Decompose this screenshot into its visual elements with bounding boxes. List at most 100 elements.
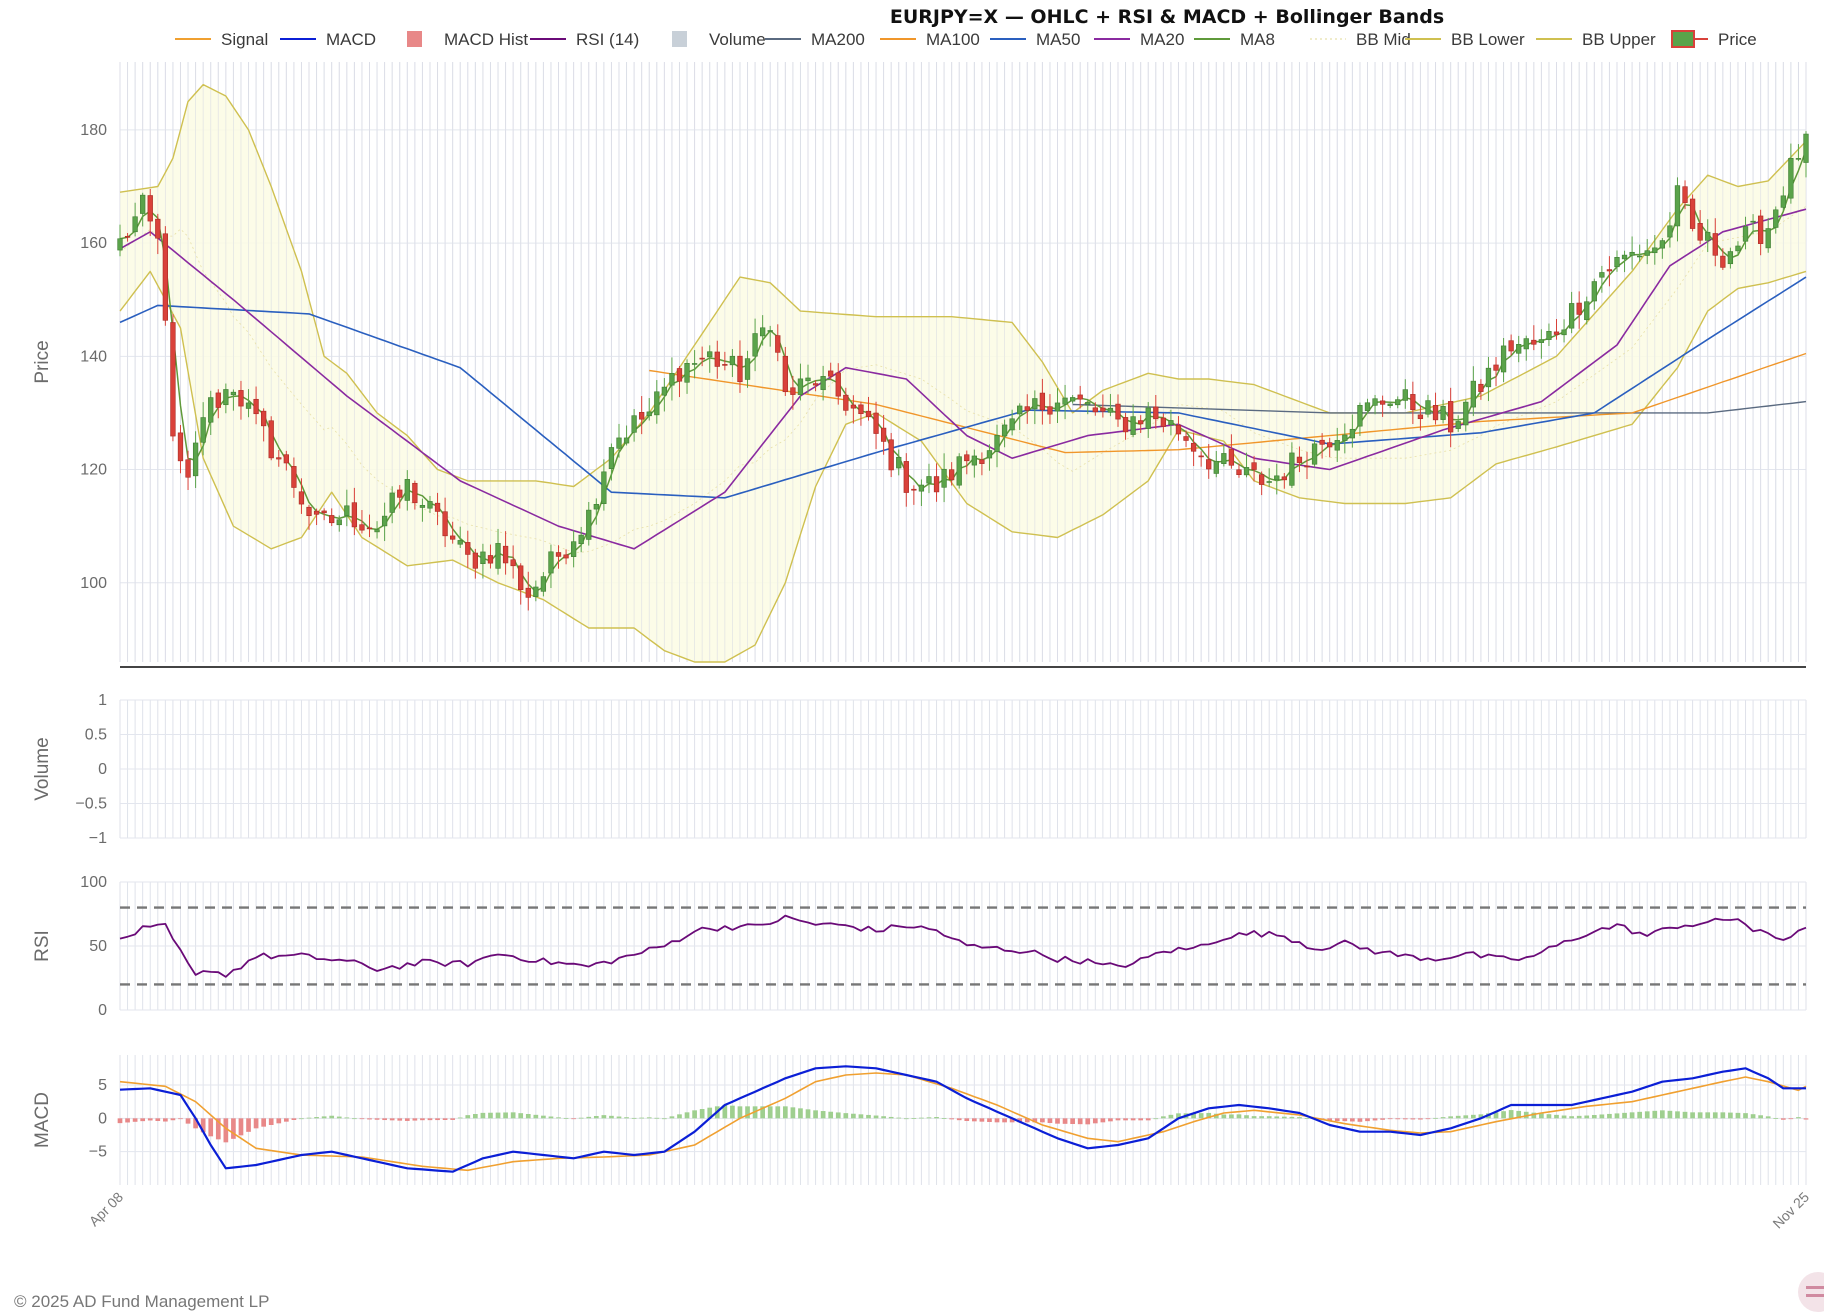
macd-hist-bar: [1546, 1114, 1552, 1119]
candle: [1780, 186, 1786, 211]
candle-body: [1712, 233, 1718, 256]
candle-body: [1606, 269, 1613, 272]
candle: [1092, 402, 1098, 416]
candle: [1493, 356, 1499, 387]
macd-hist-bar: [684, 1112, 690, 1119]
macd-hist-bar: [1697, 1112, 1703, 1119]
macd-hist-bar: [1244, 1115, 1249, 1119]
candle: [1516, 335, 1522, 363]
candle: [1561, 319, 1567, 343]
macd-hist-bar: [1062, 1118, 1068, 1124]
macd-hist-bar: [1342, 1118, 1348, 1122]
candle-body: [646, 411, 652, 417]
candle: [533, 580, 539, 602]
macd-hist-bar: [1637, 1111, 1643, 1119]
y-tick-label: 50: [89, 938, 107, 955]
macd-hist-bar: [1032, 1118, 1038, 1123]
candle-body: [1206, 459, 1212, 470]
candle: [1629, 236, 1635, 270]
candle: [245, 389, 252, 418]
candle: [1705, 219, 1711, 253]
candle-body: [381, 515, 388, 527]
candle-body: [374, 529, 380, 533]
macd-hist-bar: [677, 1114, 682, 1119]
macd-hist-bar: [1501, 1111, 1506, 1119]
legend-item: MA200: [765, 30, 865, 49]
candle-body: [1523, 338, 1529, 350]
candle-body: [1470, 380, 1476, 408]
candle: [155, 213, 161, 255]
candle: [1712, 218, 1718, 267]
candle-body: [518, 565, 524, 591]
candle: [253, 386, 259, 425]
macd-hist-bar: [1554, 1114, 1559, 1119]
legend-item: Signal: [175, 30, 268, 49]
candle-body: [563, 554, 569, 559]
macd-hist-bar: [246, 1118, 251, 1132]
ma200-line: [1072, 400, 1807, 414]
macd-hist-bar: [1161, 1116, 1166, 1119]
candle: [865, 396, 872, 421]
macd-hist-bar: [934, 1117, 939, 1119]
candle-body: [434, 502, 441, 512]
macd-hist-bar: [541, 1115, 546, 1119]
candle: [1432, 392, 1439, 425]
candle-body: [570, 541, 577, 557]
candle: [1304, 451, 1310, 480]
candle: [616, 423, 622, 458]
candle-body: [1599, 272, 1605, 278]
candle-body: [245, 402, 252, 409]
candle: [1546, 323, 1552, 347]
macd-histogram: [117, 1105, 1809, 1143]
candle-body: [805, 377, 811, 382]
macd-hist-bar: [1009, 1118, 1015, 1123]
candle: [502, 531, 509, 575]
macd-hist-bar: [1410, 1118, 1416, 1120]
macd-hist-bar: [352, 1118, 357, 1120]
y-tick-label: 1: [98, 692, 107, 709]
macd-hist-bar: [1365, 1118, 1370, 1122]
macd-hist-bar: [1138, 1118, 1144, 1121]
candle: [306, 504, 312, 530]
candle-body: [548, 551, 554, 574]
candle-body: [510, 559, 516, 567]
macd-hist-bar: [1055, 1118, 1060, 1124]
candle-body: [162, 233, 169, 321]
candle: [442, 497, 448, 548]
candle-body: [1319, 439, 1325, 445]
macd-hist-bar: [495, 1112, 501, 1119]
macd-hist-bar: [140, 1118, 146, 1122]
candle-body: [775, 335, 781, 353]
candle: [752, 318, 758, 372]
macd-hist-bar: [329, 1115, 335, 1119]
candle-body: [1107, 407, 1114, 413]
candle-body: [344, 505, 350, 516]
logo-mark: [1798, 1272, 1824, 1312]
candle-body: [1251, 462, 1257, 470]
candle: [1637, 244, 1643, 262]
macd-hist-bar: [442, 1118, 448, 1120]
macd-hist-bar: [435, 1118, 440, 1121]
candle: [744, 350, 751, 388]
candle: [359, 510, 365, 534]
candle-body: [1682, 186, 1688, 203]
candle-body: [1780, 195, 1786, 208]
candle-body: [238, 390, 244, 407]
volume-axis-title: Volume: [32, 737, 53, 800]
candle: [140, 192, 146, 227]
candle-body: [230, 391, 237, 396]
macd-hist-bar: [465, 1115, 471, 1119]
y-tick-label: 140: [80, 348, 107, 365]
macd-hist-bar: [624, 1117, 629, 1119]
candle: [941, 453, 947, 503]
macd-hist-bar: [1728, 1112, 1733, 1119]
macd-hist-bar: [1123, 1118, 1128, 1121]
candle-body: [903, 461, 909, 493]
y-tick-label: 100: [80, 575, 107, 592]
macd-hist-bar: [896, 1117, 902, 1119]
candle: [185, 450, 191, 491]
candle: [1168, 409, 1174, 436]
candle-body: [767, 330, 773, 332]
candle: [344, 489, 350, 527]
macd-hist-bar: [1092, 1118, 1098, 1124]
